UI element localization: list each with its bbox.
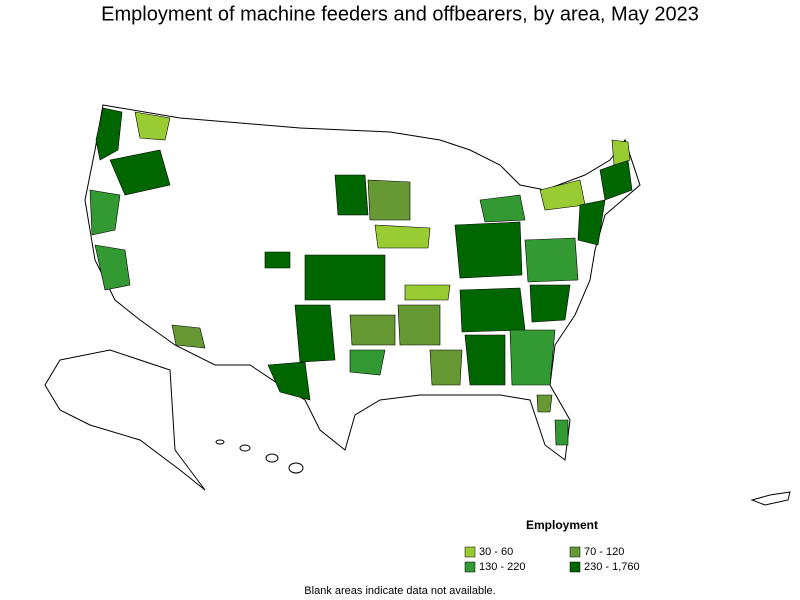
area	[509, 329, 556, 386]
area	[539, 179, 586, 211]
legend: Employment 30 - 60 70 - 120 130 - 220 230 -…	[464, 518, 640, 573]
legend-label: 130 - 220	[479, 561, 525, 573]
hawaii	[265, 453, 279, 463]
area	[334, 174, 369, 216]
area	[294, 304, 336, 363]
area	[89, 189, 121, 236]
puerto-rico	[750, 491, 791, 506]
area	[349, 314, 396, 346]
area	[459, 287, 526, 333]
legend-title: Employment	[526, 518, 598, 532]
legend-label: 30 - 60	[479, 546, 513, 558]
area	[374, 224, 431, 249]
map-title: Employment of machine feeders and offbea…	[101, 3, 699, 25]
area	[429, 349, 463, 386]
area	[264, 251, 291, 269]
area	[611, 139, 631, 166]
hawaii	[215, 439, 225, 445]
area	[304, 254, 386, 301]
area	[577, 199, 606, 246]
area	[94, 244, 131, 291]
area	[134, 111, 171, 141]
area	[397, 304, 441, 346]
hawaii	[239, 444, 251, 452]
area	[454, 221, 523, 279]
area	[464, 334, 506, 386]
area	[367, 179, 411, 221]
area	[554, 419, 569, 446]
legend-swatch	[569, 546, 581, 558]
area	[529, 284, 571, 323]
map	[44, 104, 791, 506]
legend-swatch	[464, 546, 476, 558]
area	[109, 149, 171, 196]
area	[524, 237, 579, 283]
legend-swatch	[569, 561, 581, 573]
area	[349, 349, 386, 376]
area	[536, 394, 553, 413]
legend-label: 70 - 120	[584, 546, 624, 558]
area	[479, 194, 526, 223]
area	[267, 361, 311, 401]
area	[404, 284, 451, 301]
hawaii	[288, 462, 304, 474]
legend-label: 230 - 1,760	[584, 561, 640, 573]
legend-swatch	[464, 561, 476, 573]
area	[95, 107, 123, 161]
footnote: Blank areas indicate data not available.	[304, 585, 495, 597]
area	[171, 324, 206, 349]
alaska	[44, 349, 206, 491]
